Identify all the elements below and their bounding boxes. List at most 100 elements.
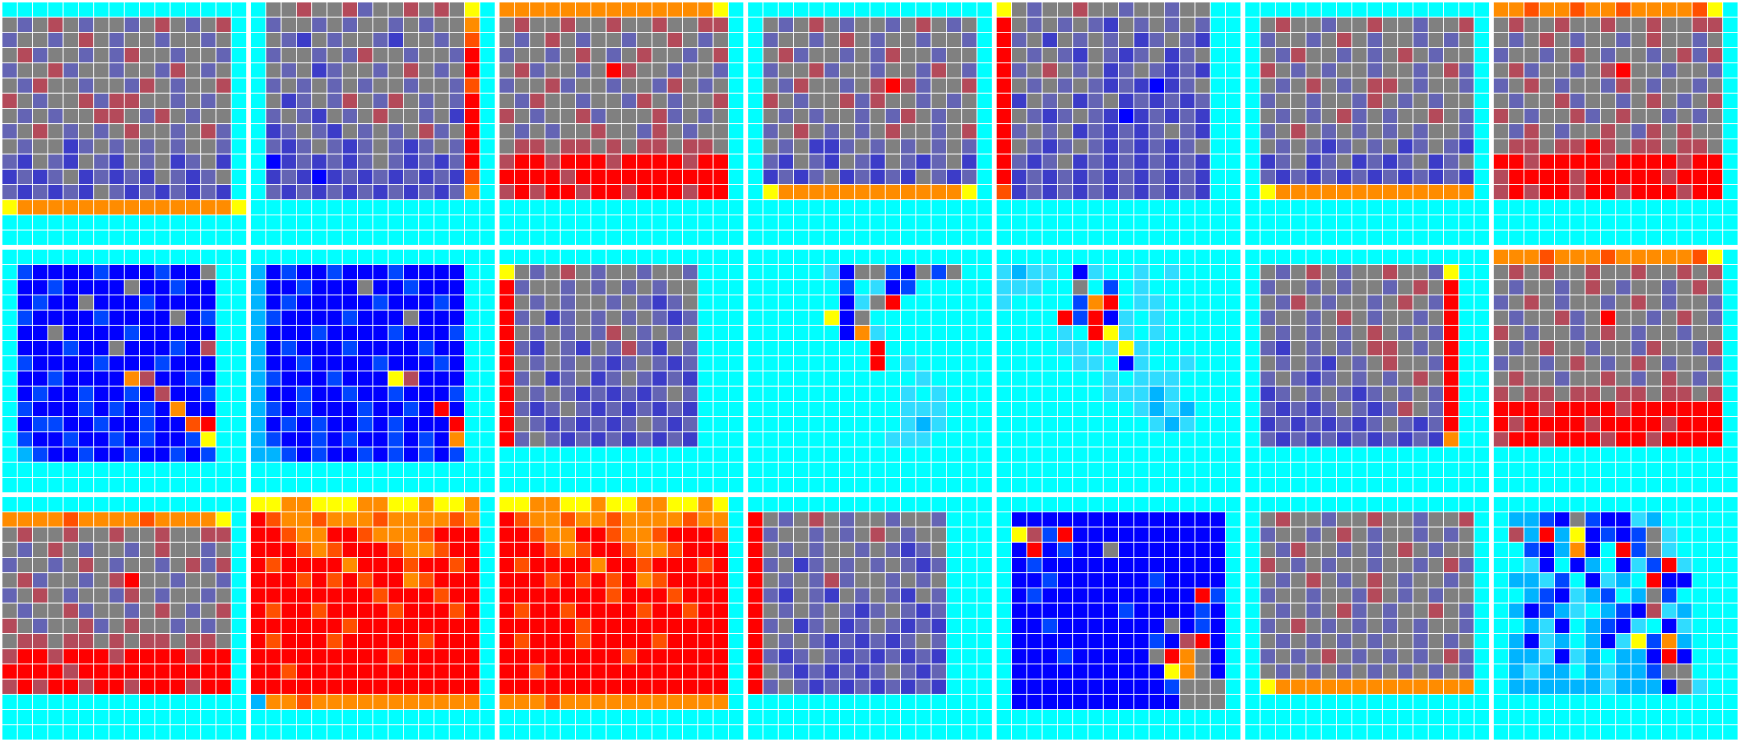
heatmap-cell [200, 1, 217, 18]
heatmap-cell [230, 92, 247, 109]
heatmap-cell [930, 138, 947, 155]
heatmap-cell [1584, 214, 1601, 231]
heatmap-cell [1630, 477, 1647, 494]
heatmap-cell [1179, 496, 1196, 513]
heatmap-cell [793, 153, 810, 170]
heatmap-cell [762, 309, 779, 326]
heatmap-cell [995, 294, 1012, 311]
heatmap-cell [250, 123, 267, 140]
heatmap-cell [1072, 184, 1089, 201]
heatmap-cell [230, 633, 247, 650]
heatmap-cell [869, 496, 886, 513]
heatmap-cell [1584, 401, 1601, 418]
heatmap-cell [1538, 62, 1555, 79]
heatmap-cell [900, 557, 917, 574]
heatmap-cell [529, 62, 546, 79]
heatmap-cell [961, 47, 978, 64]
heatmap-cell [1087, 279, 1104, 296]
heatmap-cell [93, 355, 110, 372]
heatmap-cell [1133, 138, 1150, 155]
heatmap-cell [326, 108, 343, 125]
heatmap-cell [976, 709, 993, 726]
heatmap-cell [1427, 229, 1444, 246]
heatmap-cell [976, 229, 993, 246]
heatmap-cell [78, 633, 95, 650]
heatmap-cell [326, 279, 343, 296]
heatmap-cell [1458, 401, 1475, 418]
heatmap-cell [1320, 184, 1337, 201]
heatmap-cell [1244, 62, 1261, 79]
heatmap-cell [1179, 431, 1196, 448]
heatmap-cell [1691, 431, 1708, 448]
heatmap-cell [1538, 92, 1555, 109]
heatmap-cell [1026, 123, 1043, 140]
heatmap-cell [78, 446, 95, 463]
heatmap-cell [1041, 62, 1058, 79]
heatmap-cell [1164, 541, 1181, 558]
heatmap-cell [296, 32, 313, 49]
heatmap-cell [433, 199, 450, 216]
heatmap-cell [590, 496, 607, 513]
heatmap-cell [1072, 168, 1089, 185]
heatmap-cell [1691, 279, 1708, 296]
heatmap-cell [1225, 1, 1242, 18]
heatmap-cell [1382, 264, 1399, 281]
heatmap-cell [1473, 47, 1490, 64]
heatmap-cell [418, 108, 435, 125]
heatmap-cell [839, 264, 856, 281]
heatmap-cell [854, 617, 871, 634]
heatmap-cell [682, 62, 699, 79]
heatmap-cell [666, 526, 683, 543]
heatmap-cell [326, 431, 343, 448]
heatmap-cell [712, 324, 729, 341]
heatmap-cell [728, 324, 745, 341]
heatmap-cell [1412, 557, 1429, 574]
heatmap-cell [636, 214, 653, 231]
heatmap-cell [32, 446, 49, 463]
heatmap-cell [1427, 541, 1444, 558]
heatmap-cell [357, 678, 374, 695]
heatmap-cell [1244, 92, 1261, 109]
heatmap-cell [433, 138, 450, 155]
heatmap-cell [326, 264, 343, 281]
heatmap-cell [16, 617, 33, 634]
heatmap-cell [1397, 526, 1414, 543]
heatmap-cell [1026, 633, 1043, 650]
heatmap-cell [296, 47, 313, 64]
heatmap-cell [946, 709, 963, 726]
heatmap-cell [1676, 431, 1693, 448]
heatmap-cell [823, 138, 840, 155]
heatmap-cell [78, 168, 95, 185]
heatmap-cell [1194, 355, 1211, 372]
heatmap-cell [215, 16, 232, 33]
heatmap-cell [326, 168, 343, 185]
heatmap-cell [479, 557, 496, 574]
heatmap-cell [1691, 138, 1708, 155]
heatmap-cell [1366, 431, 1383, 448]
heatmap-cell [728, 416, 745, 433]
heatmap-cell [1072, 294, 1089, 311]
heatmap-cell [808, 693, 825, 710]
heatmap-cell [1351, 431, 1368, 448]
heatmap-cell [915, 477, 932, 494]
heatmap-cell [995, 587, 1012, 604]
heatmap-cell [1366, 401, 1383, 418]
heatmap-cell [1011, 416, 1028, 433]
heatmap-cell [1225, 587, 1242, 604]
heatmap-cell [636, 557, 653, 574]
heatmap-cell [1148, 294, 1165, 311]
heatmap-cell [296, 138, 313, 155]
heatmap-cell [1397, 416, 1414, 433]
heatmap-cell [464, 264, 481, 281]
heatmap-cell [1707, 385, 1724, 402]
heatmap-cell [1458, 214, 1475, 231]
heatmap-cell [1366, 557, 1383, 574]
heatmap-cell [357, 416, 374, 433]
heatmap-cell [946, 355, 963, 372]
heatmap-cell [762, 446, 779, 463]
heatmap-cell [1209, 1, 1226, 18]
heatmap-cell [403, 32, 420, 49]
heatmap-cell [1194, 557, 1211, 574]
heatmap-cell [1397, 461, 1414, 478]
heatmap-cell [123, 279, 140, 296]
